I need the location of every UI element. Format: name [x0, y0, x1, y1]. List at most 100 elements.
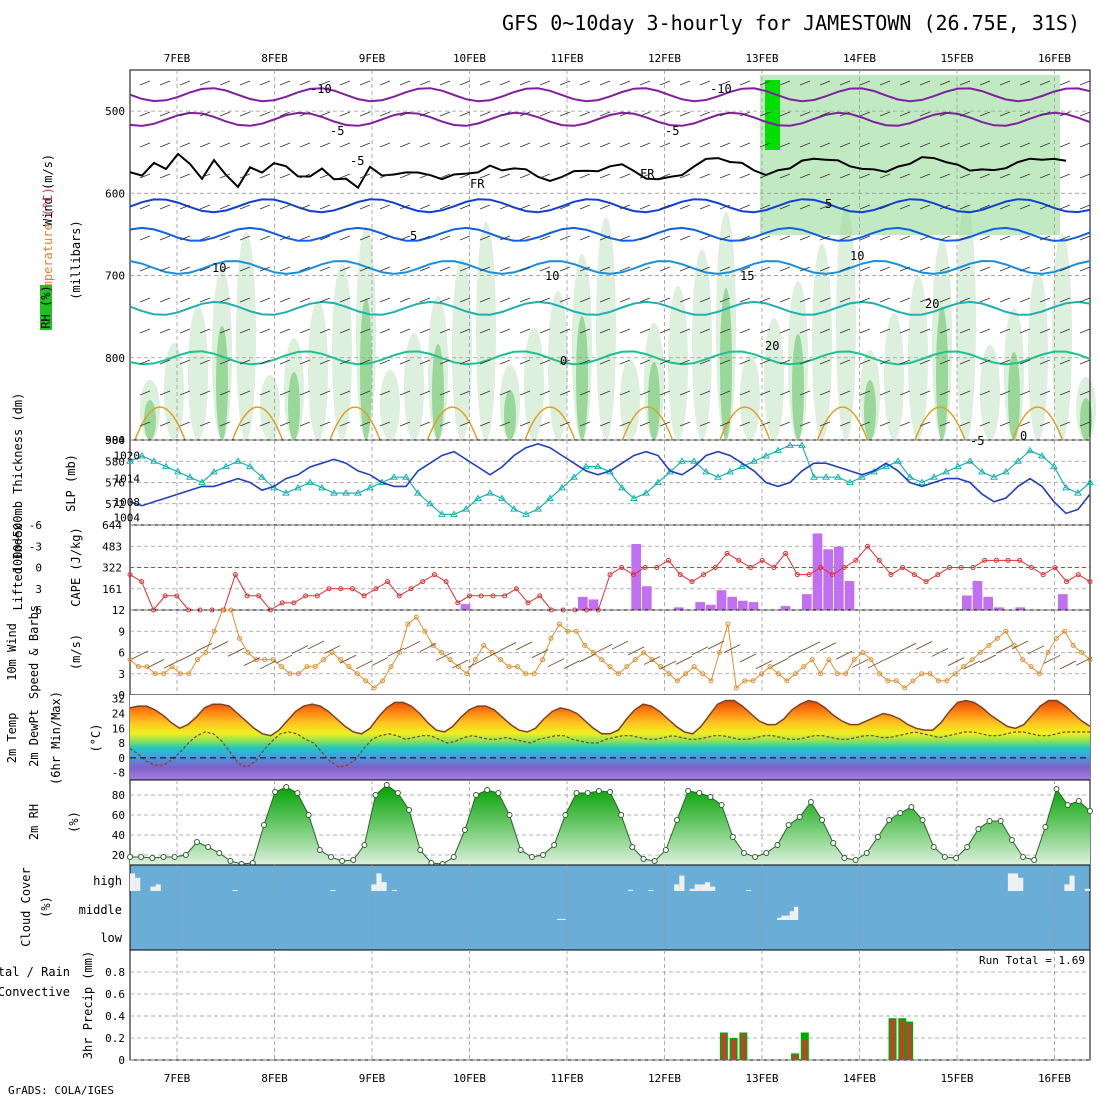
wind-speed-point: [371, 685, 377, 691]
wind-speed-point: [868, 657, 874, 663]
wind-speed-point: [380, 678, 386, 684]
lifted-point: [888, 572, 894, 578]
wind-barb: [939, 359, 951, 365]
thickness-point: [1062, 483, 1070, 491]
cape-bar: [460, 604, 471, 610]
lifted-point: [291, 600, 297, 606]
wind-barb: [559, 80, 571, 86]
wind-barb-10m: [291, 645, 309, 654]
wind-barb: [859, 266, 871, 272]
wind-barb: [139, 266, 151, 272]
lifted-line: [129, 545, 1091, 611]
temperature-contour-warm: [914, 406, 966, 441]
rh-shade: [596, 217, 616, 440]
wind-speed-point: [792, 671, 798, 677]
wind-barb: [459, 359, 471, 365]
thickness-point: [294, 483, 302, 491]
cape-bar: [812, 533, 823, 610]
cape-bar: [802, 594, 812, 610]
cloud-cell: [781, 915, 786, 920]
wind-barb: [999, 421, 1011, 427]
wind-barb: [979, 390, 991, 396]
wind-barb: [459, 390, 471, 396]
wind-barb: [879, 266, 891, 272]
wind-barb: [379, 328, 391, 334]
wind-barb: [839, 297, 851, 303]
wind-barb: [599, 359, 611, 365]
lifted-ylabel: Lifted Index: [11, 524, 25, 611]
wind-barb-10m: [563, 660, 581, 669]
wind-barb: [299, 111, 311, 117]
rh-point: [450, 854, 457, 860]
rh-point: [930, 844, 937, 850]
wind-barb: [839, 266, 851, 272]
dewpoint-ylabel: 2m DewPt: [27, 709, 41, 767]
temperature-contour-warm: [621, 406, 674, 441]
wind-barb: [659, 142, 671, 148]
rh-point: [540, 852, 547, 858]
rh-shade-moist: [360, 298, 372, 440]
wind-barb: [319, 266, 331, 272]
wind-speed-point: [775, 671, 781, 677]
wind-barb: [1039, 390, 1051, 396]
wind-speed-point: [236, 635, 242, 641]
wind-barb: [419, 204, 431, 210]
wind-barb: [499, 390, 511, 396]
thickness-point: [534, 505, 542, 512]
cape-bar: [823, 549, 833, 610]
rh-point: [729, 834, 736, 840]
wind-speed-point: [211, 628, 217, 634]
wind-barb-10m: [307, 640, 325, 650]
wind-barb: [719, 390, 731, 396]
wind-barb: [719, 297, 731, 303]
wind-barb: [739, 328, 751, 334]
wind-barb: [279, 390, 291, 396]
wind-barb-10m: [995, 645, 1013, 654]
wind-barb: [879, 328, 891, 334]
thickness-point: [546, 494, 554, 501]
thickness-point: [1050, 462, 1058, 470]
temperature-contour-label: 10: [212, 261, 226, 275]
wind-barb: [1039, 359, 1051, 365]
wind-barb: [919, 80, 931, 86]
wind-barb-10m: [243, 657, 261, 666]
thickness-point: [330, 489, 338, 496]
lifted-point: [783, 550, 789, 556]
wind-barb-10m: [899, 642, 917, 652]
wind-barb: [559, 297, 571, 303]
cloud-level-label: middle: [79, 903, 122, 917]
rh-point: [1031, 857, 1038, 863]
wind-barb: [859, 204, 871, 210]
lifted-point: [420, 579, 426, 585]
wind-barb: [639, 204, 651, 210]
wind-barb: [739, 111, 751, 117]
rh-point: [886, 817, 893, 823]
wind-barb: [919, 266, 931, 272]
wind-barb: [659, 359, 671, 365]
lifted-point: [876, 557, 882, 563]
wind-barb: [799, 359, 811, 365]
rh-point: [528, 854, 535, 860]
cloud-cell: [376, 873, 382, 891]
wind-10m-ytick-label: 3: [118, 668, 125, 681]
wind-barb: [339, 297, 351, 303]
rh-shade-moist: [144, 400, 156, 440]
wind-barb: [319, 204, 331, 210]
wind-barb: [279, 359, 291, 365]
wind-barb: [939, 328, 951, 334]
wind-barb: [479, 390, 491, 396]
wind-barb: [239, 390, 251, 396]
wind-barb: [359, 266, 371, 272]
wind-barb: [999, 390, 1011, 396]
wind-speed-point: [624, 664, 630, 670]
wind-barb: [979, 266, 991, 272]
thickness-point: [750, 457, 758, 464]
lifted-point: [1064, 579, 1070, 585]
thickness-point: [486, 489, 494, 496]
wind-barb: [759, 328, 771, 334]
wind-barb: [319, 142, 331, 148]
wind-barb-10m: [611, 640, 629, 650]
wind-barb: [279, 173, 291, 179]
lifted-point: [455, 600, 461, 606]
cloud-cell: [710, 886, 716, 891]
